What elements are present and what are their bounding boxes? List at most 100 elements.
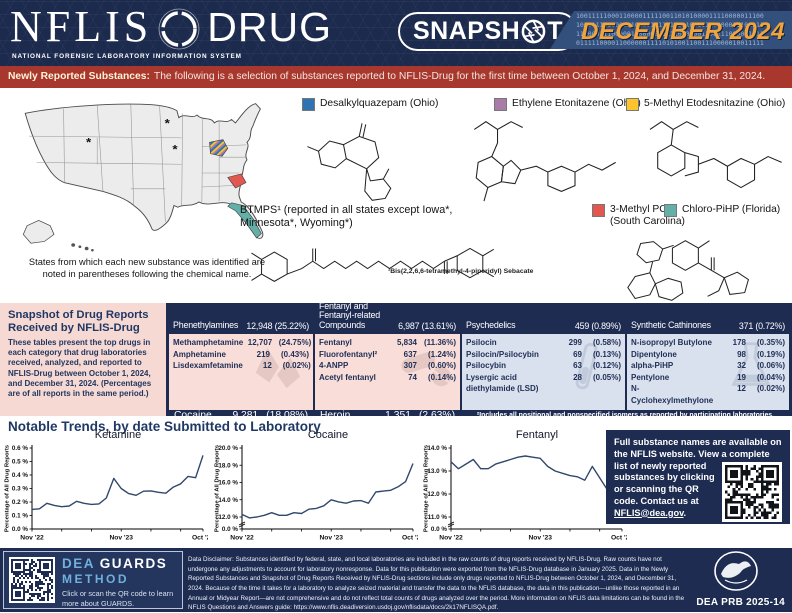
state-borders — [29, 104, 247, 223]
info-text-suffix: . — [683, 507, 687, 518]
red-swatch-icon — [592, 204, 605, 217]
drug-count: 12,707 — [247, 338, 273, 347]
svg-text:Nov '22: Nov '22 — [439, 535, 463, 542]
drug-count: 12 — [262, 361, 272, 371]
info-text: Full substance names are available on th… — [614, 437, 782, 459]
guards-name-label: GUARDS — [99, 556, 168, 571]
drug-percentage: (0.04%) — [756, 372, 785, 382]
map-state-ohio — [209, 139, 229, 157]
substances-qr-code[interactable] — [722, 461, 782, 522]
nflis-drug-logo: NFLIS DRUG — [10, 3, 332, 52]
svg-text:0.2 %: 0.2 % — [12, 499, 29, 506]
drug-percentage: (0.02%) — [756, 384, 785, 394]
btmps-structure — [251, 247, 495, 282]
drug-percentage: (1.24%) — [427, 349, 456, 359]
category-column-psychedelics: Psychedelics 459 (0.89%) Psilocin 299 (0.58%… — [461, 303, 626, 410]
drug-count: 98 — [737, 349, 746, 359]
drug-row: Dipentylone 98 (0.19%) — [631, 349, 785, 361]
substance-label: 5-Methyl Etodesnitazine (Ohio) — [644, 98, 786, 109]
svg-text:Percentage of All Drug Reports: Percentage of All Drug Reports — [215, 444, 221, 532]
asterisk-iowa: * — [172, 142, 177, 156]
drug-row: Methamphetamine 12,707 (24.75%) — [173, 337, 311, 349]
svg-text:16.0 %: 16.0 % — [218, 480, 238, 487]
yellow-swatch-icon — [626, 98, 639, 111]
svg-text:Nov '23: Nov '23 — [109, 535, 133, 542]
drug-percentage: (11.36%) — [423, 338, 456, 347]
drug-name: Fentanyl — [319, 338, 352, 347]
svg-text:Oct '24: Oct '24 — [192, 535, 208, 542]
camera-aperture-icon — [521, 19, 546, 44]
svg-text:14.0 %: 14.0 % — [218, 497, 238, 504]
guards-qr-code[interactable] — [9, 557, 55, 603]
drug-percentage: (0.12%) — [592, 361, 621, 371]
ethylene-etonitazene-structure — [473, 121, 616, 202]
category-name: Phenethylamines — [173, 320, 239, 331]
drug-tables: Phenethylamines 12,948 (25.22%) Methamphet… — [166, 301, 792, 421]
nflis-email-link[interactable]: NFLIS@dea.gov — [614, 507, 684, 518]
issue-date: DECEMBER 2024 — [581, 18, 785, 45]
drug-name: N-Cyclohexylmethylone — [631, 384, 714, 405]
category-header: Psychedelics 459 (0.89%) — [461, 303, 626, 334]
drug-name: Fluorofentanyl² — [319, 349, 378, 359]
drug-name: 4-ANPP — [319, 361, 349, 371]
drug-name: Psilocin — [466, 338, 497, 347]
svg-text:Nov '22: Nov '22 — [230, 535, 254, 542]
category-name: Synthetic Cathinones — [631, 320, 711, 331]
drug-row: Psilocin 299 (0.58%) — [466, 337, 621, 349]
map-alaska — [22, 220, 55, 244]
drug-row: Fluorofentanyl² 637 (1.24%) — [319, 349, 456, 361]
svg-text:20.0 %: 20.0 % — [218, 445, 238, 452]
trends-heading: Notable Trends, by date Submitted to Lab… — [8, 419, 321, 434]
drug-count: 74 — [408, 372, 417, 382]
guards-method-label: METHOD — [62, 571, 129, 586]
us-map: * * * — [22, 103, 264, 252]
disclaimer-link[interactable]: https://www.nflis.deadiversion.usdoj.gov… — [293, 604, 497, 612]
svg-text:13.0 %: 13.0 % — [427, 468, 447, 475]
purple-swatch-icon — [494, 98, 507, 111]
category-total: 459 (0.89%) — [574, 321, 621, 331]
pills-icon — [394, 340, 452, 397]
nflis-info-box: Full substance names are available on th… — [606, 430, 790, 524]
drug-percentage: (0.35%) — [756, 338, 785, 347]
drug-percentage: (0.05%) — [592, 372, 621, 382]
category-header: Synthetic Cathinones 371 (0.72%) — [626, 303, 790, 334]
drug-count: 1,351 — [385, 409, 411, 421]
drug-count: 299 — [568, 338, 582, 347]
snapshot-description: These tables present the top drugs in ea… — [8, 338, 152, 398]
drug-row: Amphetamine 219 (0.43%) — [173, 349, 309, 361]
legend-ethylene-etonitazene: Ethylene Etonitazene (Ohio) — [494, 98, 664, 111]
drug-percentage: (0.58%) — [592, 338, 621, 347]
5-methyl-etodesnitazine-structure — [649, 121, 782, 189]
category-body: Methamphetamine 12,707 (24.75%) Amphetamine… — [169, 334, 313, 410]
svg-text:18.0 %: 18.0 % — [218, 462, 238, 469]
drug-name: alpha-PiHP — [631, 361, 674, 371]
map-hawaii — [71, 243, 94, 252]
substance-label: Chloro-PiHP (Florida) — [682, 204, 781, 215]
map-caption: States from which each new substance was… — [28, 257, 266, 280]
drug-percentage: (0.14%) — [427, 372, 456, 382]
svg-text:14.0 %: 14.0 % — [427, 445, 447, 452]
drug-name: Heroin — [320, 409, 351, 421]
drug-percentage: (0.02%) — [282, 361, 311, 371]
disclaimer-text: Data Disclaimer: Substances identified b… — [188, 556, 685, 612]
category-column-phenethylamines: Phenethylamines 12,948 (25.22%) Methamphet… — [168, 303, 314, 410]
snapshot-badge-text: SNAPSH — [413, 17, 521, 45]
drug-name: Amphetamine — [173, 349, 226, 359]
svg-text:0.0 %: 0.0 % — [431, 526, 448, 533]
svg-text:Oct '24: Oct '24 — [402, 535, 418, 542]
drug-percentage: (18.08%) — [266, 409, 308, 421]
legend-btmps: BTMPS¹ (reported in all states except Io… — [240, 204, 453, 230]
drug-logo-text: DRUG — [207, 4, 332, 50]
drug-row: Psilocin/Psilocybin 69 (0.13%) — [466, 349, 621, 361]
drug-name: Cocaine — [174, 409, 212, 421]
legend-desalkylquazepam: Desalkylquazepam (Ohio) — [302, 98, 492, 111]
category-body: N-isopropyl Butylone 178 (0.35%) Dipentylon… — [627, 334, 789, 410]
drug-percentage: (0.19%) — [756, 349, 785, 359]
drug-row: N-Cyclohexylmethylone 12 (0.02%) — [631, 383, 785, 406]
binary-row: 0111110000110000001111010100110011100000… — [576, 39, 764, 47]
drug-row: Lisdexamfetamine 12 (0.02%) — [173, 360, 311, 372]
dea-seal-icon — [714, 551, 758, 591]
drug-name: Dipentylone — [631, 349, 677, 359]
drug-count: 12 — [737, 384, 746, 394]
drug-name: Acetyl fentanyl — [319, 372, 376, 382]
